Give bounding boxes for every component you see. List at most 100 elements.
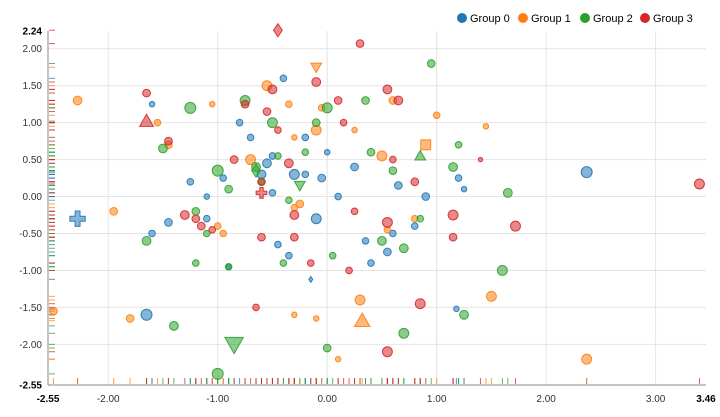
- data-point: [288, 168, 300, 180]
- data-point: [262, 107, 272, 116]
- data-point: [268, 189, 277, 197]
- data-point: [191, 214, 201, 224]
- data-point: [266, 117, 278, 129]
- y-tick-label: -0.50: [19, 229, 42, 240]
- data-point: [389, 229, 397, 238]
- data-point: [211, 164, 224, 177]
- data-point: [153, 118, 162, 127]
- data-point: [416, 214, 425, 223]
- legend-label: Group 3: [653, 13, 693, 25]
- data-point: [454, 174, 463, 182]
- data-point: [453, 305, 460, 313]
- data-point: [448, 162, 458, 172]
- data-point: [203, 193, 211, 200]
- data-point: [301, 133, 310, 142]
- data-point: [72, 95, 83, 106]
- data-point: [398, 327, 410, 339]
- data-point: [311, 77, 322, 87]
- data-point: [376, 150, 388, 162]
- legend-swatch: [518, 13, 528, 23]
- data-point: [350, 162, 359, 172]
- data-point: [367, 259, 375, 267]
- data-point: [164, 136, 173, 146]
- legend-label: Group 2: [593, 13, 633, 25]
- legend: Group 0 Group 1 Group 2 Group 3: [457, 13, 693, 25]
- data-point: [310, 213, 322, 225]
- data-points: [49, 22, 705, 380]
- data-point: [345, 266, 353, 275]
- data-point: [49, 306, 58, 316]
- y-tick-label: -1.50: [19, 303, 42, 314]
- data-point: [192, 259, 200, 267]
- data-point: [252, 303, 260, 312]
- data-point: [388, 166, 398, 176]
- data-point: [140, 308, 153, 321]
- x-tick-label: 1.00: [427, 394, 447, 405]
- data-point: [138, 113, 155, 127]
- data-point: [420, 139, 432, 151]
- data-point: [361, 96, 370, 105]
- y-max-label: 2.24: [23, 27, 43, 38]
- data-point: [333, 96, 343, 105]
- data-point: [410, 222, 419, 230]
- data-point: [219, 174, 227, 182]
- data-point: [285, 251, 293, 260]
- data-point: [224, 184, 233, 194]
- data-point: [485, 290, 497, 302]
- axes: [47, 31, 706, 386]
- legend-label: Group 0: [470, 13, 510, 25]
- data-point: [381, 346, 393, 358]
- data-point: [202, 229, 211, 238]
- data-point: [196, 221, 206, 231]
- data-point: [291, 311, 298, 319]
- data-point: [339, 118, 348, 127]
- data-point: [213, 222, 222, 230]
- x-tick-label: 2.00: [536, 394, 556, 405]
- data-point: [141, 235, 152, 246]
- data-point: [240, 99, 250, 109]
- data-point: [693, 178, 705, 190]
- data-point: [148, 229, 156, 238]
- data-point: [109, 206, 119, 216]
- y-tick-label: 1.00: [23, 118, 43, 129]
- y-tick-label: 1.50: [23, 81, 43, 92]
- x-tick-label: -1.00: [206, 394, 229, 405]
- data-point: [267, 84, 278, 95]
- data-point: [309, 62, 323, 74]
- data-point: [414, 298, 426, 310]
- data-point: [413, 149, 427, 161]
- data-point: [454, 141, 463, 149]
- data-point: [289, 232, 299, 242]
- legend-swatch: [580, 13, 590, 23]
- data-point: [191, 206, 201, 216]
- legend-label: Group 1: [531, 13, 571, 25]
- data-point: [308, 275, 314, 284]
- data-point: [272, 22, 283, 38]
- data-point: [246, 133, 255, 142]
- data-point: [208, 226, 217, 234]
- data-point: [125, 314, 135, 323]
- data-point: [274, 240, 282, 249]
- legend-swatch: [457, 13, 467, 23]
- data-point: [460, 185, 468, 193]
- x-max-label: 3.46: [696, 394, 716, 405]
- data-point: [301, 170, 310, 179]
- data-point: [510, 220, 521, 232]
- y-tick-label: -1.00: [19, 266, 42, 277]
- data-point: [158, 143, 168, 154]
- y-tick-label: -2.00: [19, 340, 42, 351]
- data-point: [459, 309, 469, 320]
- data-point: [312, 315, 320, 322]
- y-tick-label: 2.00: [23, 44, 43, 55]
- data-point: [421, 192, 431, 201]
- data-point: [179, 210, 190, 220]
- data-point: [262, 158, 272, 169]
- data-point: [448, 232, 458, 242]
- y-tick-label: 0.50: [23, 155, 43, 166]
- x-tick-label: 3.00: [646, 394, 666, 405]
- data-point: [389, 155, 397, 164]
- data-point: [306, 259, 315, 267]
- y-tick-label: 0.00: [23, 192, 43, 203]
- data-point: [581, 353, 593, 365]
